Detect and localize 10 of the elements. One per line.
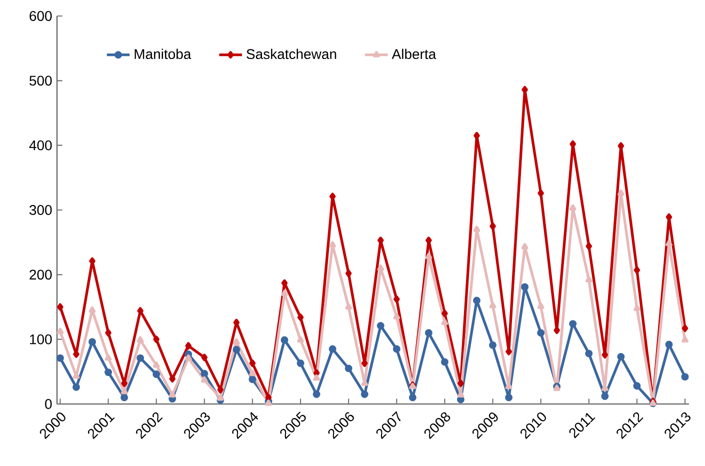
- y-tick-label: 600: [30, 11, 52, 21]
- y-tick-label: 200: [30, 270, 52, 280]
- legend-label: Alberta: [392, 48, 436, 60]
- y-tick-label: 300: [29, 205, 52, 215]
- y-tick-label: 0: [45, 399, 52, 409]
- y-tick-label: 400: [29, 140, 52, 150]
- legend-label: Saskatchewan: [246, 48, 336, 60]
- y-tick-label: 500: [30, 76, 52, 86]
- legend-label: Manitoba: [134, 48, 192, 60]
- y-tick-label: 100: [30, 334, 52, 344]
